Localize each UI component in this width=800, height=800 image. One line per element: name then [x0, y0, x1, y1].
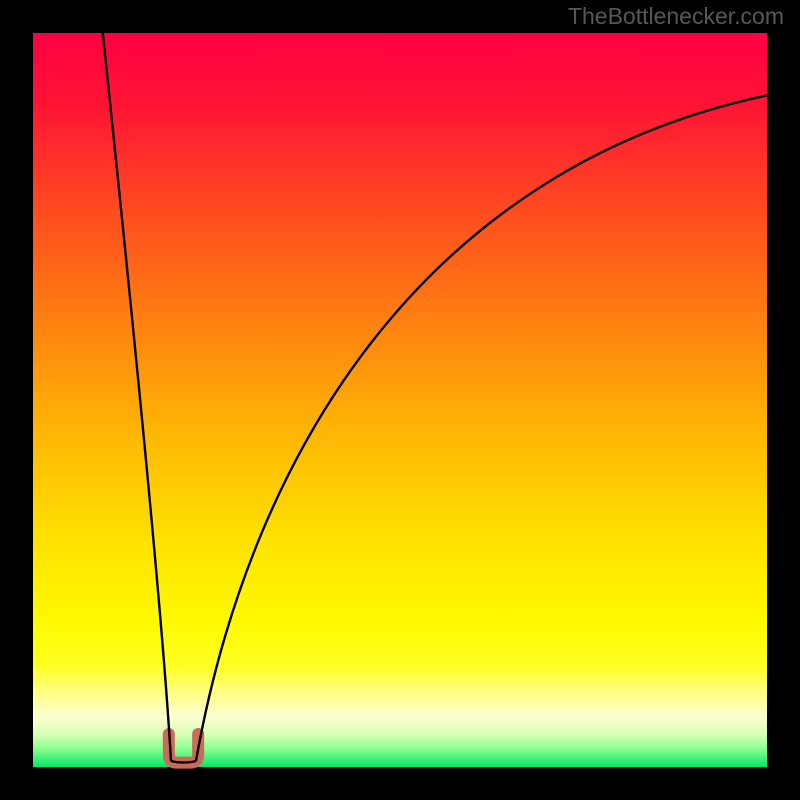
- chart-background: [33, 33, 767, 767]
- chart-container: TheBottlenecker.com: [0, 0, 800, 800]
- bottleneck-curve-chart: [0, 0, 800, 800]
